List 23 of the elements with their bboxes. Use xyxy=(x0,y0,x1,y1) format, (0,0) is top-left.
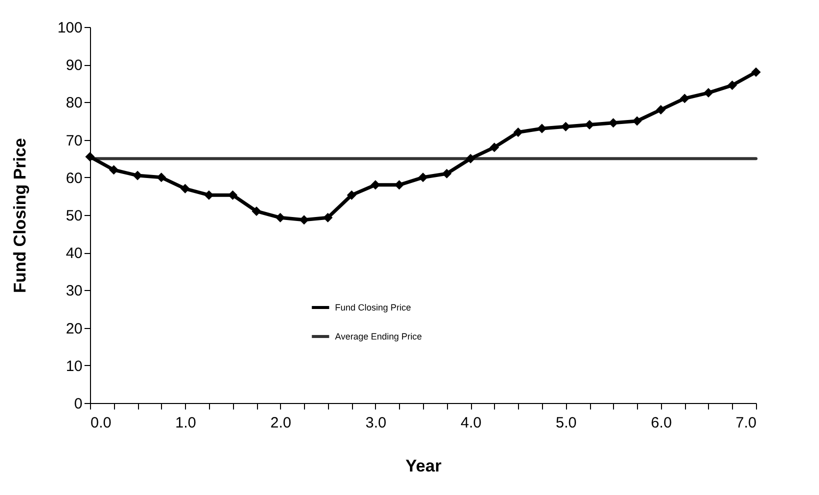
x-axis-title: Year xyxy=(406,456,442,476)
y-tick-label: 10 xyxy=(66,358,82,375)
y-tick-label: 30 xyxy=(66,282,82,300)
y-tick-label: 100 xyxy=(57,20,82,36)
y-tick-label: 20 xyxy=(66,320,82,338)
y-tick-label: 40 xyxy=(66,245,82,262)
x-tick-label: 6.0 xyxy=(650,414,672,432)
x-tick-label: 7.0 xyxy=(736,414,756,432)
x-tick-label: 2.0 xyxy=(270,414,292,432)
x-tick-label: 4.0 xyxy=(460,414,482,432)
legend-label: Average Ending Price xyxy=(335,332,422,342)
x-tick-label: 1.0 xyxy=(175,414,196,432)
legend-label: Fund Closing Price xyxy=(335,302,412,312)
x-tick-label: 3.0 xyxy=(366,414,386,432)
y-tick-label: 80 xyxy=(66,94,82,112)
y-tick-label: 60 xyxy=(66,170,82,187)
x-tick-label: 0.0 xyxy=(90,414,112,432)
y-axis-title: Fund Closing Price xyxy=(10,138,30,293)
x-tick-label: 5.0 xyxy=(556,414,577,432)
y-tick-label: 0 xyxy=(74,396,82,412)
y-tick-label: 90 xyxy=(66,57,82,74)
y-tick-label: 70 xyxy=(66,132,82,150)
y-tick-label: 50 xyxy=(66,208,82,224)
